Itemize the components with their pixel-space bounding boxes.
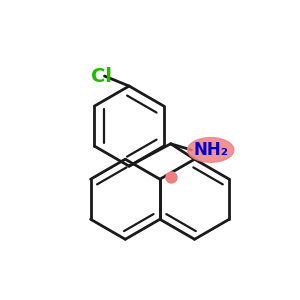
Ellipse shape <box>188 138 234 162</box>
Point <box>168 175 173 179</box>
Text: Cl: Cl <box>91 67 112 85</box>
Text: NH₂: NH₂ <box>193 141 228 159</box>
